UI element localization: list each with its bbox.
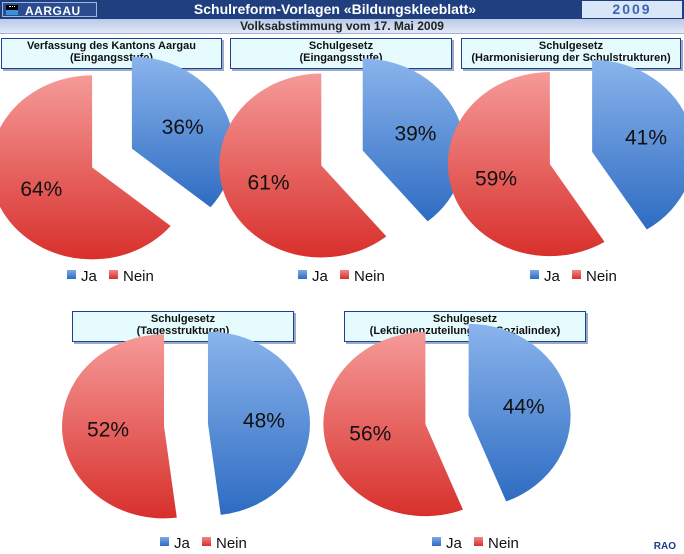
pie-5-label-ja: 44% — [503, 395, 545, 418]
chart-title-4-line2: (Tagesstrukturen) — [136, 325, 230, 337]
year-label: 2009 — [612, 1, 652, 17]
pie-3-legend-swatch-ja — [530, 270, 539, 279]
chart-title-2: Schulgesetz (Eingangsstufe) — [230, 38, 452, 69]
author-initials: RAO — [653, 541, 676, 552]
pie-1-slice-ja — [131, 56, 234, 208]
pie-5-legend-label-ja: Ja — [446, 535, 463, 552]
pie-5-legend-swatch-nein — [474, 537, 483, 546]
pie-2-legend-swatch-nein — [340, 270, 349, 279]
pie-1-legend-label-ja: Ja — [81, 268, 98, 285]
chart-title-3-line2: (Harmonisierung der Schulstrukturen) — [471, 52, 671, 64]
chart-title-5-line1: Schulgesetz — [432, 313, 498, 325]
pie-4-label-nein: 52% — [87, 419, 129, 442]
chart-title-4: Schulgesetz (Tagesstrukturen) — [72, 311, 294, 342]
page-title: Schulreform-Vorlagen «Bildungskleeblatt» — [193, 1, 477, 17]
header-bar: AARGAU Schulreform-Vorlagen «Bildungskle… — [0, 0, 684, 19]
chart-title-1-line1: Verfassung des Kantons Aargau — [27, 40, 196, 52]
page-subtitle: Volksabstimmung vom 17. Mai 2009 — [240, 19, 444, 33]
aargau-flag-icon — [6, 5, 18, 15]
pie-2-legend-swatch-ja — [298, 270, 307, 279]
pie-3-slice-nein — [447, 72, 605, 257]
pie-3-slice-ja — [592, 59, 684, 230]
year-badge: 2009 — [582, 1, 682, 18]
pie-1-label-nein: 64% — [20, 178, 62, 201]
pie-4-legend-swatch-nein — [202, 537, 211, 546]
pie-4-legend-label-ja: Ja — [174, 535, 191, 552]
pie-1-legend-swatch-ja — [67, 270, 76, 279]
pie-1-legend-label-nein: Nein — [123, 268, 154, 285]
pie-3-legend-label-nein: Nein — [586, 268, 617, 285]
brand-label: AARGAU — [25, 4, 81, 18]
pie-2-label-ja: 39% — [394, 122, 436, 145]
pie-2-slice-ja — [362, 58, 465, 222]
pie-3-label-ja: 41% — [625, 127, 667, 150]
pie-1-slice-nein — [0, 75, 171, 260]
pie-3-legend-swatch-nein — [572, 270, 581, 279]
pie-3-label-nein: 59% — [475, 167, 517, 190]
subtitle-bar: Volksabstimmung vom 17. Mai 2009 — [0, 19, 684, 34]
pie-3-legend-label-ja: Ja — [544, 268, 561, 285]
logo: AARGAU — [2, 2, 97, 18]
pie-2-legend-label-ja: Ja — [312, 268, 329, 285]
pie-5-slice-nein — [323, 332, 463, 517]
pie-2-legend-label-nein: Nein — [354, 268, 385, 285]
pie-1-legend-swatch-nein — [109, 270, 118, 279]
chart-title-2-line1: Schulgesetz — [308, 40, 374, 52]
pie-1-label-ja: 36% — [162, 116, 204, 139]
chart-title-2-line2: (Eingangsstufe) — [299, 52, 383, 64]
pie-4-slice-nein — [62, 334, 177, 519]
pie-5-legend-label-nein: Nein — [488, 535, 519, 552]
pie-4-legend-swatch-ja — [160, 537, 169, 546]
pie-5-legend-swatch-ja — [432, 537, 441, 546]
pie-4-label-ja: 48% — [243, 409, 285, 432]
chart-title-3: Schulgesetz (Harmonisierung der Schulstr… — [461, 38, 681, 69]
pie-4-slice-ja — [207, 331, 310, 515]
pie-5-slice-ja — [468, 323, 571, 502]
chart-title-3-line1: Schulgesetz — [538, 40, 604, 52]
pie-2-label-nein: 61% — [248, 172, 290, 195]
pie-2-slice-nein — [219, 73, 387, 258]
pie-5-label-nein: 56% — [349, 423, 391, 446]
chart-title-4-line1: Schulgesetz — [150, 313, 216, 325]
pie-4-legend-label-nein: Nein — [216, 535, 247, 552]
